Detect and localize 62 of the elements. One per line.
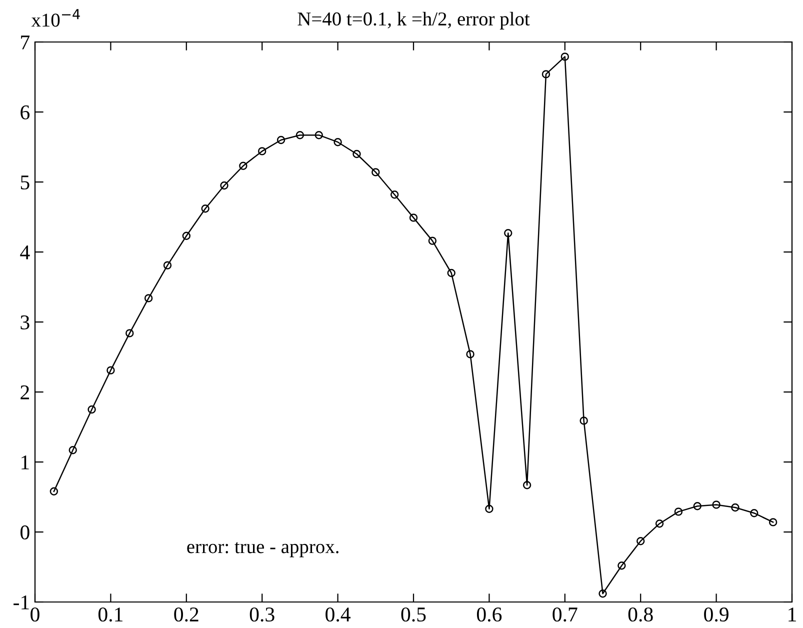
point xyxy=(618,562,626,570)
x-tick-label: 0.3 xyxy=(250,607,274,622)
x-tick-label: 0.7 xyxy=(552,607,578,622)
point xyxy=(144,294,153,302)
point xyxy=(106,366,115,374)
y-tick-label: 6 xyxy=(20,105,30,120)
y-tick-label: 0 xyxy=(20,525,30,540)
point xyxy=(542,70,550,78)
x-tick-label: 0.8 xyxy=(628,607,653,622)
text: x10$^{−4}$ xyxy=(31,9,80,27)
point xyxy=(163,261,172,270)
y-tick-label: 2 xyxy=(20,385,29,400)
point xyxy=(50,487,58,496)
y-tick-label: 7 xyxy=(21,36,30,50)
point xyxy=(485,504,494,513)
x-tick-label: 0.9 xyxy=(704,607,728,622)
x-tick-label: 0.1 xyxy=(98,607,122,622)
point xyxy=(314,131,323,140)
point xyxy=(296,131,304,140)
point xyxy=(409,214,418,222)
x-tick-label: 1 xyxy=(788,608,796,622)
chart-title: N=40 t=0.1, k =h/2, error plot xyxy=(298,12,530,30)
point xyxy=(731,503,740,512)
point xyxy=(372,168,380,176)
point xyxy=(693,502,702,510)
point xyxy=(88,405,96,414)
point xyxy=(768,518,778,526)
x-tick-label: 0.4 xyxy=(326,607,350,622)
point xyxy=(466,350,474,358)
point xyxy=(712,500,720,509)
point xyxy=(560,52,569,61)
x-tick-label: 0.6 xyxy=(476,607,502,622)
point xyxy=(220,181,228,190)
point xyxy=(522,481,532,490)
annotation: error: true - approx. xyxy=(187,542,338,558)
point xyxy=(258,147,266,156)
point xyxy=(655,520,664,528)
y-tick-label: 5 xyxy=(20,176,30,190)
y-tick-label: 4 xyxy=(20,246,30,260)
point xyxy=(580,416,588,425)
point xyxy=(276,136,286,144)
x-tick-label: 0.2 xyxy=(174,607,198,622)
point xyxy=(68,446,77,454)
point xyxy=(334,138,342,146)
point xyxy=(201,204,210,213)
point xyxy=(636,537,645,546)
y-tick-label: 1 xyxy=(22,455,29,470)
x-tick-label: 0.5 xyxy=(401,607,426,622)
point xyxy=(428,236,437,245)
point xyxy=(182,232,190,240)
point xyxy=(447,268,456,278)
point xyxy=(390,190,399,199)
point xyxy=(598,590,607,598)
point xyxy=(504,229,512,238)
point xyxy=(352,150,361,158)
y-tick-label: 3 xyxy=(20,315,30,330)
point xyxy=(674,508,683,516)
y-tick-label: -1 xyxy=(14,595,29,610)
point xyxy=(239,162,248,170)
point xyxy=(126,329,134,338)
point xyxy=(750,509,758,518)
x-tick-label: 0 xyxy=(30,607,40,622)
